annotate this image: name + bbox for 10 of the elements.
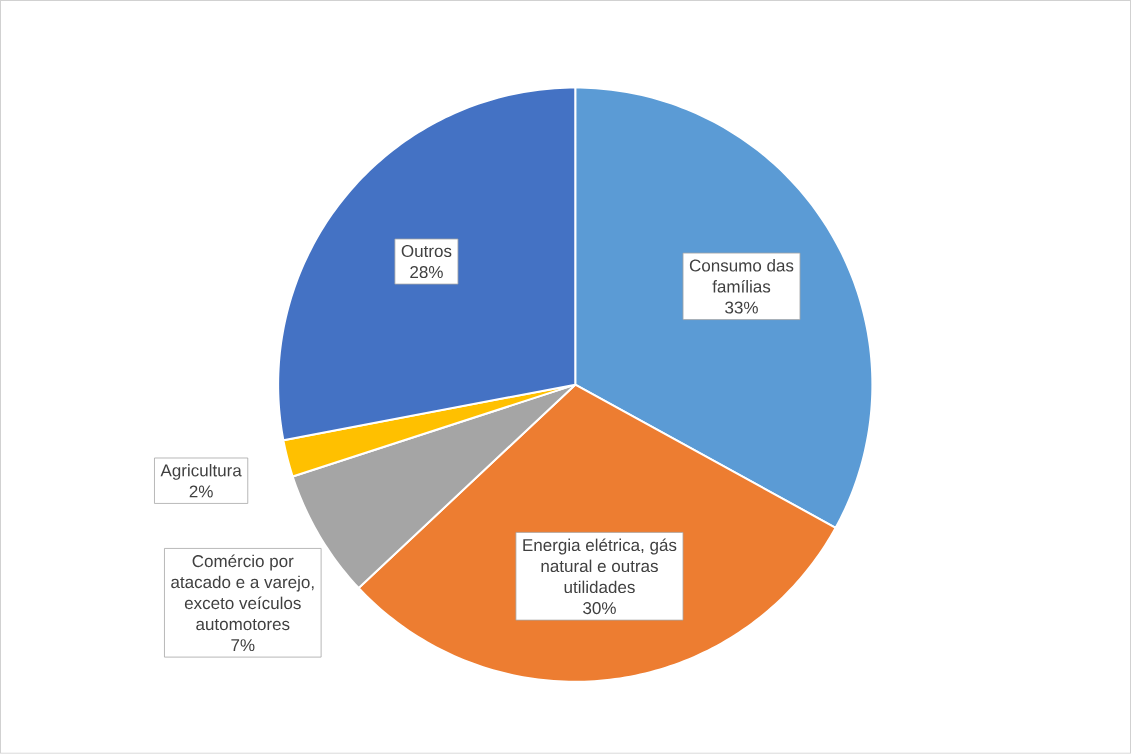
slice-label: Agricultura [160, 464, 242, 480]
slice-label: Outros [401, 245, 452, 258]
slice-label: Comércio por atacado e a varejo, exceto veículos automotores [171, 554, 314, 631]
data-label: 28% [410, 266, 443, 279]
data-label: 2% [189, 485, 213, 498]
data-label: 33% [725, 301, 758, 314]
data-label: 7% [231, 639, 255, 652]
data-label: 30% [583, 602, 616, 615]
slice-label: Energia elétrica, gás natural e outras utilidades [523, 538, 677, 594]
slice-label: Consumo das famílias [689, 259, 794, 293]
